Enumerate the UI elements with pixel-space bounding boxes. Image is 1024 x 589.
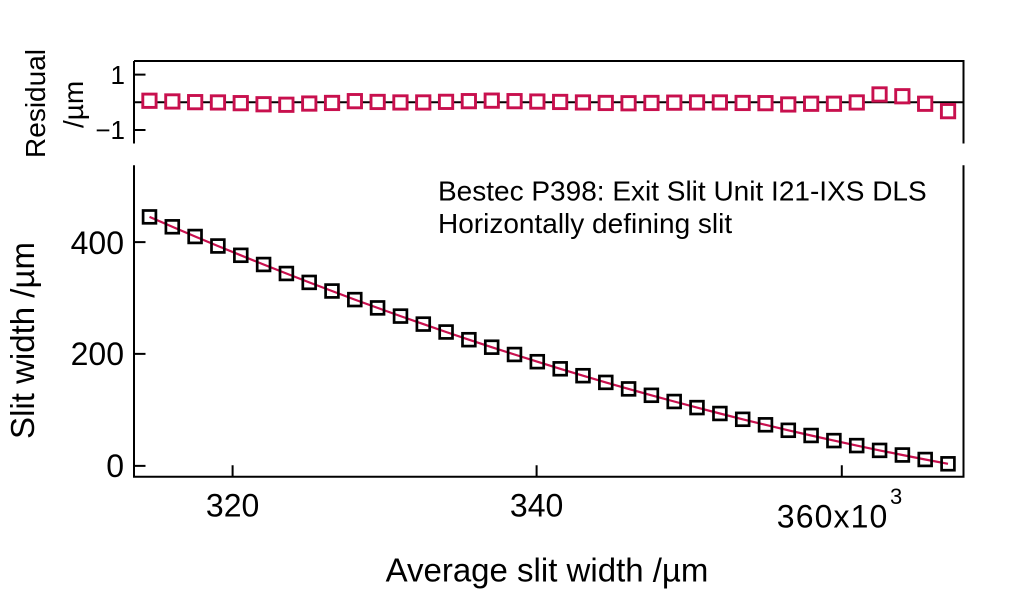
svg-text:3: 3 bbox=[890, 484, 902, 509]
svg-text:340: 340 bbox=[510, 488, 563, 524]
svg-text:200: 200 bbox=[71, 336, 124, 372]
svg-text:/µm: /µm bbox=[58, 81, 89, 128]
svg-text:1: 1 bbox=[111, 60, 125, 90]
svg-text:Bestec P398: Exit Slit Unit I2: Bestec P398: Exit Slit Unit I21-IXS DLS bbox=[438, 176, 927, 207]
svg-text:0: 0 bbox=[106, 448, 124, 484]
svg-text:Horizontally defining slit: Horizontally defining slit bbox=[438, 208, 732, 239]
svg-text:400: 400 bbox=[71, 225, 124, 261]
svg-text:Slit width /µm: Slit width /µm bbox=[4, 242, 41, 439]
svg-text:320: 320 bbox=[206, 488, 259, 524]
svg-text:−1: −1 bbox=[95, 115, 125, 145]
svg-text:Residual: Residual bbox=[20, 49, 51, 158]
svg-text:360x10: 360x10 bbox=[777, 499, 889, 535]
svg-text:Average slit width /µm: Average slit width /µm bbox=[386, 552, 709, 589]
